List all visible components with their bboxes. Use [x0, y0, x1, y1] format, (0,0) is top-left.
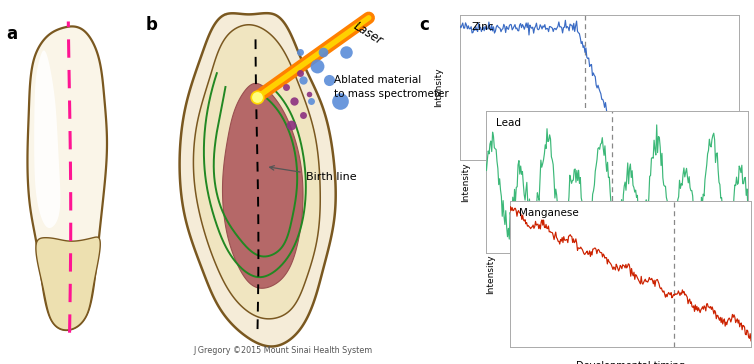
Polygon shape	[194, 25, 320, 319]
Text: Birth line: Birth line	[270, 166, 357, 182]
Text: c: c	[418, 16, 429, 34]
Text: Intensity: Intensity	[434, 68, 443, 107]
Text: Lead: Lead	[496, 118, 521, 128]
Text: b: b	[146, 16, 157, 34]
Text: Ablated material
to mass spectrometer: Ablated material to mass spectrometer	[334, 75, 449, 99]
Text: a: a	[7, 25, 17, 43]
Text: Zinc: Zinc	[471, 22, 494, 32]
Text: Manganese: Manganese	[520, 208, 579, 218]
Polygon shape	[34, 51, 60, 228]
Polygon shape	[222, 83, 303, 288]
Text: J Gregory ©2015 Mount Sinai Health System: J Gregory ©2015 Mount Sinai Health Syste…	[193, 346, 372, 355]
Polygon shape	[36, 237, 100, 330]
Polygon shape	[179, 13, 336, 347]
Text: Intensity: Intensity	[461, 162, 470, 202]
Polygon shape	[27, 27, 107, 330]
Text: Developmental timing: Developmental timing	[576, 361, 685, 364]
Text: Laser: Laser	[351, 20, 385, 48]
Text: Intensity: Intensity	[486, 254, 495, 293]
